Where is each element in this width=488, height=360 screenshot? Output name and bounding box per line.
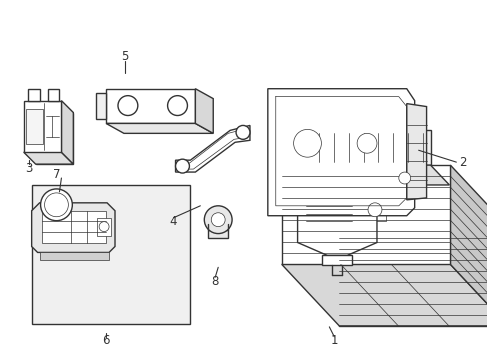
Polygon shape — [106, 123, 213, 133]
Polygon shape — [281, 264, 488, 326]
Circle shape — [99, 222, 109, 231]
Polygon shape — [26, 109, 42, 144]
Polygon shape — [339, 227, 488, 326]
Text: 6: 6 — [102, 334, 110, 347]
Polygon shape — [40, 252, 109, 260]
Polygon shape — [96, 93, 106, 120]
Circle shape — [44, 193, 68, 217]
Circle shape — [398, 172, 410, 184]
Circle shape — [211, 213, 224, 227]
Circle shape — [236, 125, 249, 139]
Circle shape — [367, 203, 381, 217]
Polygon shape — [24, 152, 73, 164]
Circle shape — [204, 206, 232, 234]
Polygon shape — [61, 100, 73, 164]
Polygon shape — [322, 255, 351, 265]
Text: 2: 2 — [459, 156, 466, 168]
Polygon shape — [281, 165, 449, 264]
Polygon shape — [32, 185, 190, 324]
Text: 4: 4 — [169, 215, 177, 228]
Polygon shape — [208, 230, 228, 238]
Circle shape — [356, 133, 376, 153]
Polygon shape — [195, 89, 213, 133]
Polygon shape — [364, 199, 385, 221]
Circle shape — [175, 159, 189, 173]
Circle shape — [293, 129, 321, 157]
Polygon shape — [24, 100, 61, 152]
Text: 1: 1 — [330, 334, 337, 347]
Polygon shape — [47, 89, 60, 100]
Polygon shape — [41, 211, 106, 243]
Polygon shape — [106, 89, 195, 123]
Polygon shape — [449, 165, 488, 326]
Polygon shape — [32, 203, 115, 252]
Polygon shape — [301, 195, 355, 233]
Text: 8: 8 — [211, 275, 219, 288]
Text: 3: 3 — [25, 162, 32, 175]
Text: 7: 7 — [53, 167, 60, 181]
Polygon shape — [267, 89, 414, 216]
Polygon shape — [311, 130, 429, 165]
Polygon shape — [406, 104, 426, 200]
Polygon shape — [175, 125, 249, 172]
Polygon shape — [305, 199, 351, 229]
Polygon shape — [311, 165, 448, 185]
Polygon shape — [28, 89, 40, 100]
Circle shape — [41, 189, 72, 221]
Polygon shape — [97, 218, 111, 235]
Text: 5: 5 — [121, 50, 128, 63]
Polygon shape — [36, 113, 73, 164]
Circle shape — [118, 96, 138, 116]
Polygon shape — [297, 216, 376, 255]
Circle shape — [167, 96, 187, 116]
